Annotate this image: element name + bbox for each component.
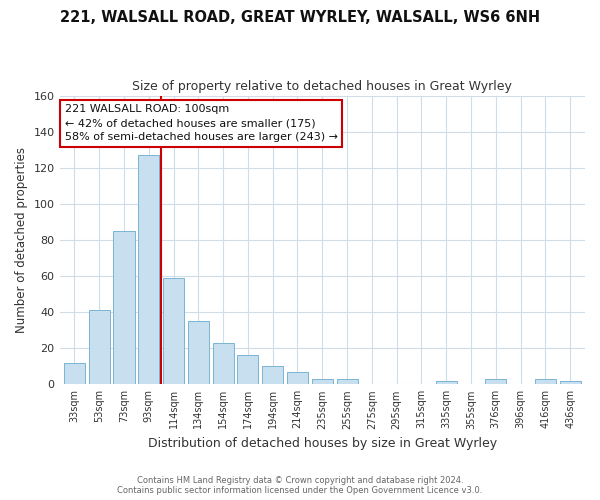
Bar <box>163 278 184 384</box>
Text: 221, WALSALL ROAD, GREAT WYRLEY, WALSALL, WS6 6NH: 221, WALSALL ROAD, GREAT WYRLEY, WALSALL… <box>60 10 540 25</box>
Y-axis label: Number of detached properties: Number of detached properties <box>15 147 28 333</box>
Bar <box>188 321 209 384</box>
X-axis label: Distribution of detached houses by size in Great Wyrley: Distribution of detached houses by size … <box>148 437 497 450</box>
Bar <box>337 379 358 384</box>
Bar <box>312 379 333 384</box>
Bar <box>138 155 160 384</box>
Bar <box>238 356 259 384</box>
Text: Contains HM Land Registry data © Crown copyright and database right 2024.
Contai: Contains HM Land Registry data © Crown c… <box>118 476 482 495</box>
Bar <box>89 310 110 384</box>
Bar <box>64 362 85 384</box>
Bar <box>212 343 233 384</box>
Bar <box>485 379 506 384</box>
Bar <box>113 231 134 384</box>
Bar <box>262 366 283 384</box>
Text: 221 WALSALL ROAD: 100sqm
← 42% of detached houses are smaller (175)
58% of semi-: 221 WALSALL ROAD: 100sqm ← 42% of detach… <box>65 104 338 142</box>
Bar <box>535 379 556 384</box>
Bar <box>560 380 581 384</box>
Bar <box>436 380 457 384</box>
Bar <box>287 372 308 384</box>
Title: Size of property relative to detached houses in Great Wyrley: Size of property relative to detached ho… <box>133 80 512 93</box>
